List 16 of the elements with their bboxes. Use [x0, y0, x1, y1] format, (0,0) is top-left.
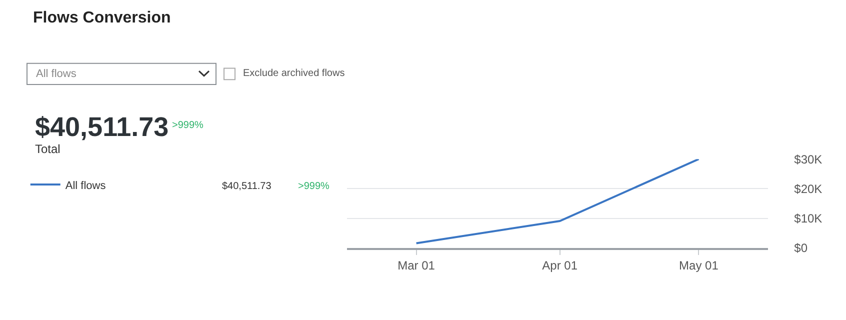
legend-label: All flows — [65, 180, 106, 192]
text: $40,511.73 — [35, 112, 169, 142]
x-tick-label: Apr 01 — [542, 258, 578, 272]
y-tick-label: $20K — [794, 182, 822, 196]
text: Total — [35, 142, 60, 156]
text: >999% — [298, 181, 330, 192]
y-tick-label: $0 — [794, 241, 808, 256]
text: Flows Conversion — [33, 10, 171, 27]
text: Exclude archived flows — [243, 68, 345, 79]
text: $40,511.73 — [222, 181, 272, 192]
y-tick-label: $30K — [794, 152, 822, 166]
text: >999% — [172, 120, 204, 131]
x-tick-label: Mar 01 — [398, 258, 436, 272]
text: All flows — [36, 68, 77, 80]
y-tick-label: $10K — [794, 212, 822, 226]
x-tick-label: May 01 — [679, 258, 719, 272]
